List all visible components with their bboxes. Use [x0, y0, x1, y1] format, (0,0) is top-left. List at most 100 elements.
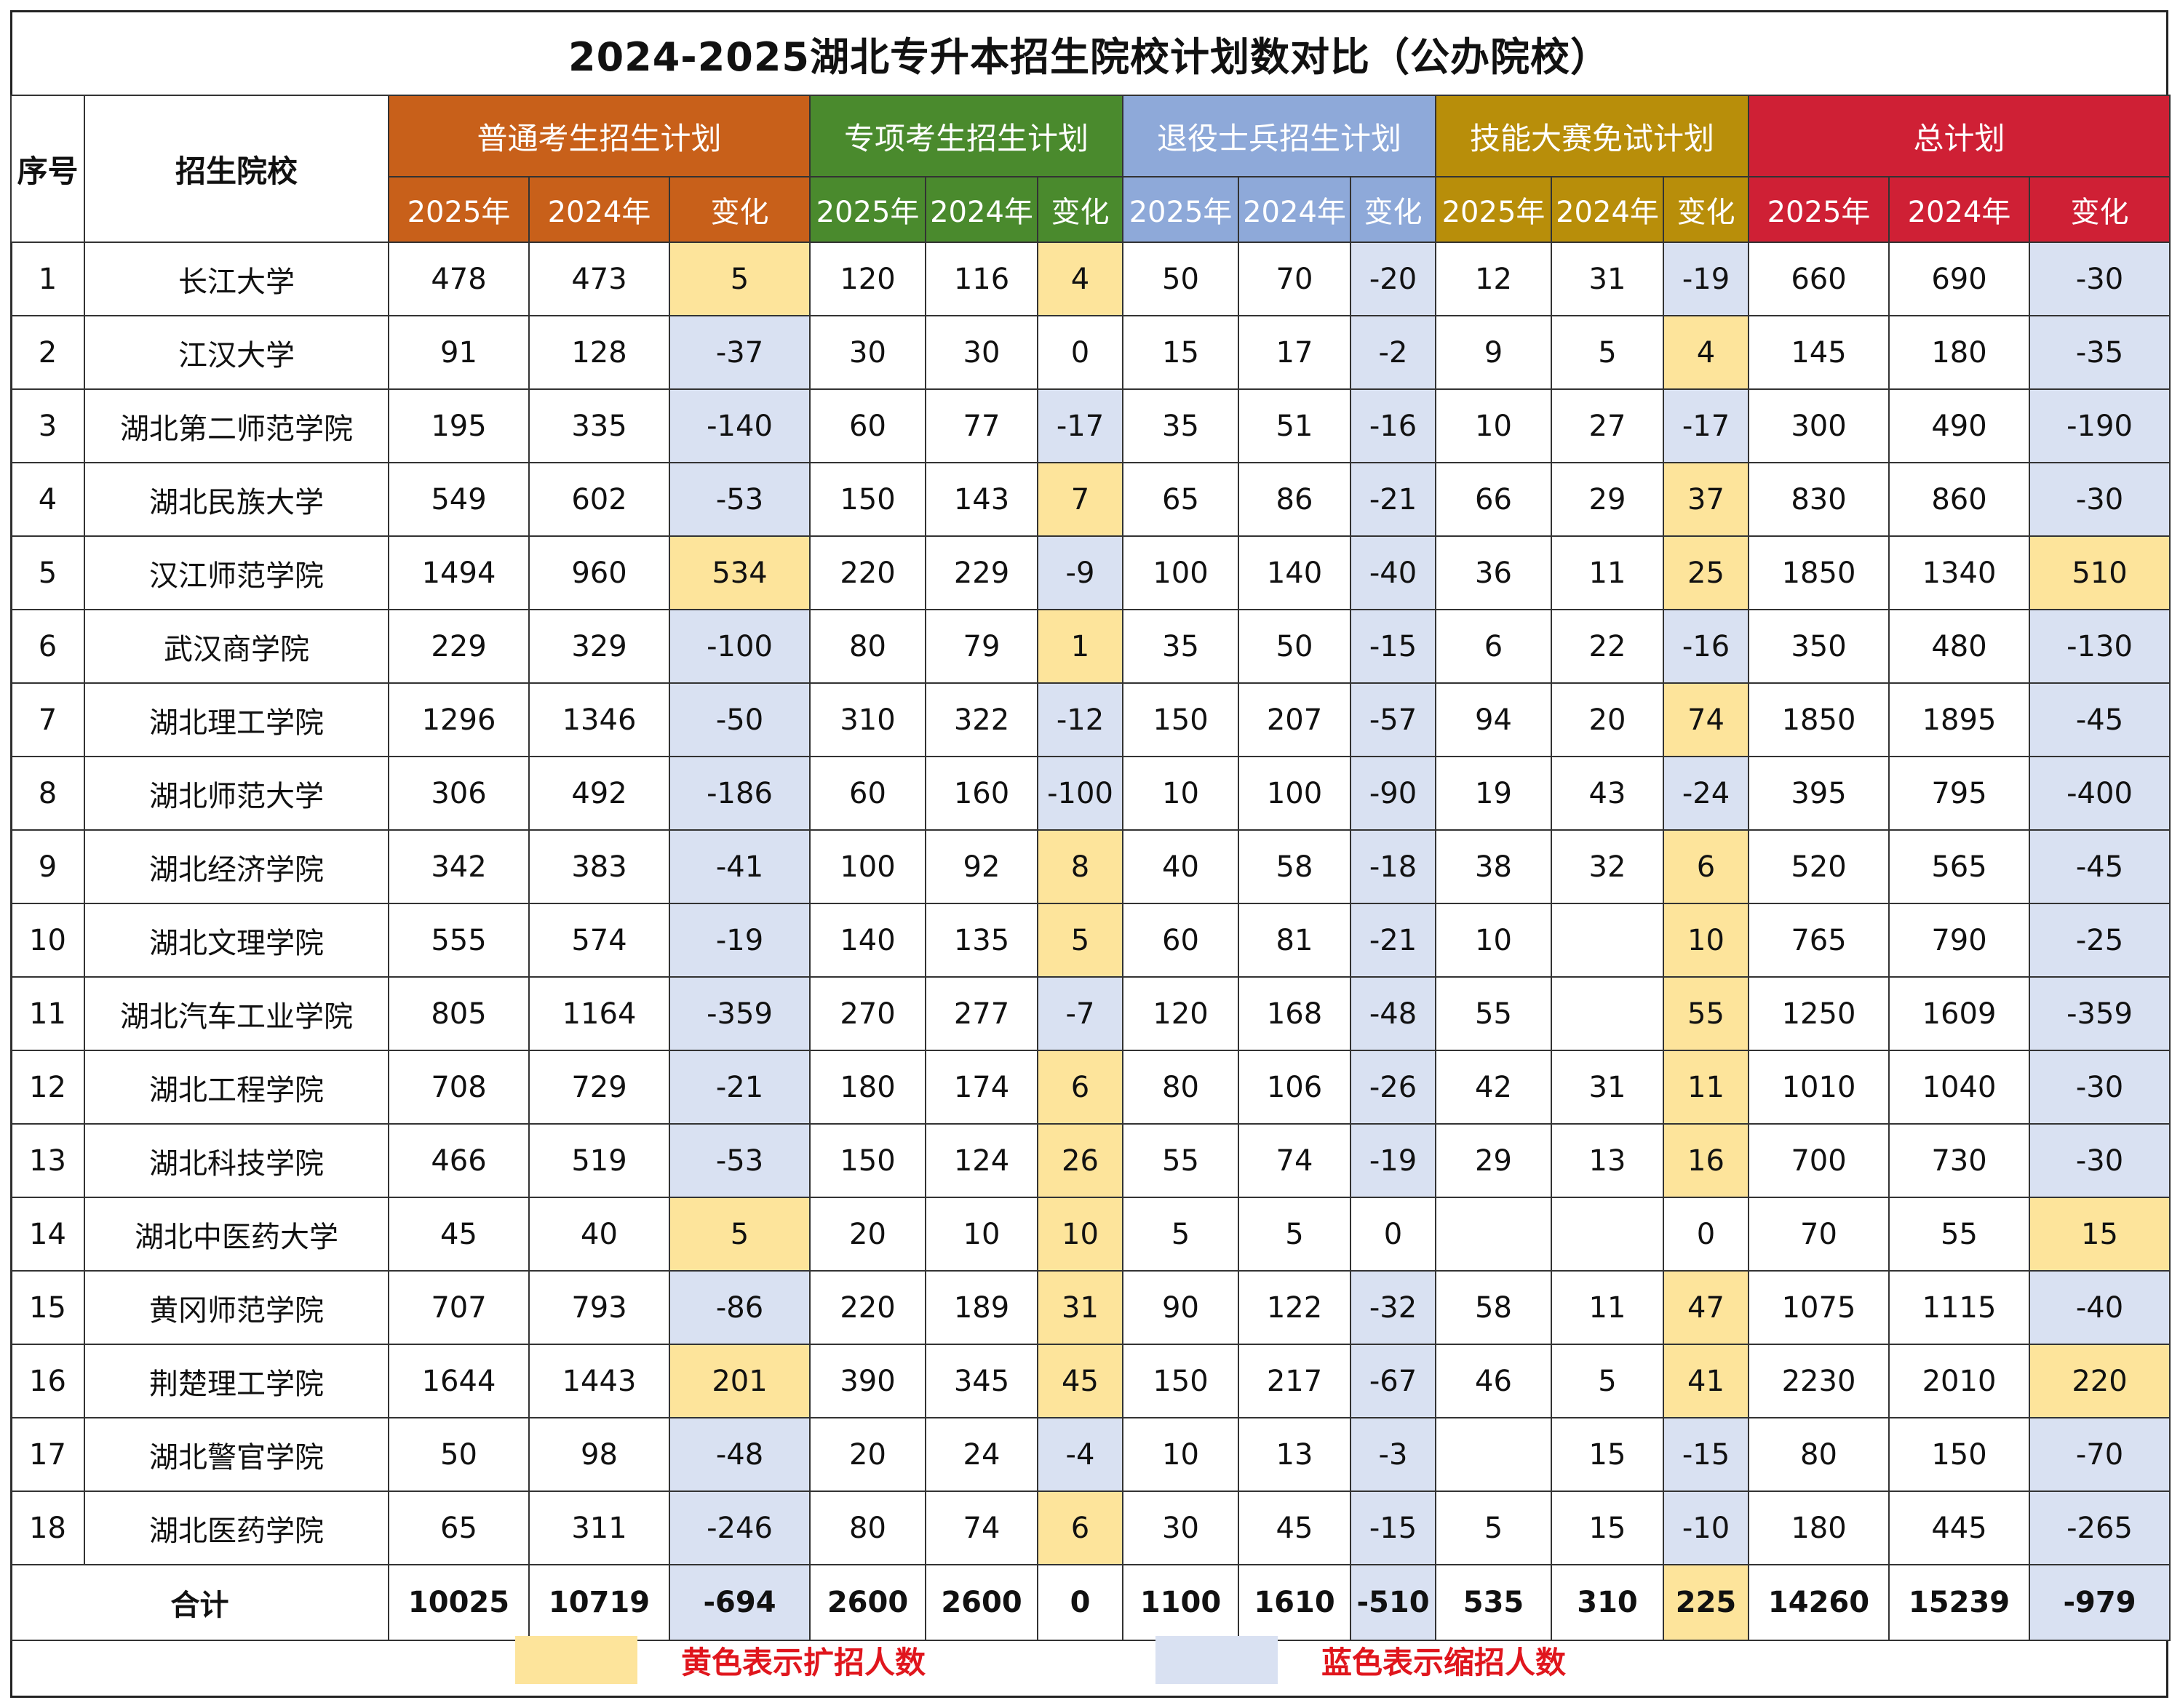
value-cell: 40: [528, 1197, 670, 1272]
value-cell: 220: [809, 1270, 926, 1345]
value-cell: 229: [388, 609, 530, 684]
value-cell: 660: [1748, 242, 1890, 316]
value-cell: 549: [388, 462, 530, 537]
value-cell: 310: [809, 682, 926, 757]
total-value-cell: 10719: [528, 1564, 670, 1641]
value-cell: 122: [1238, 1270, 1351, 1345]
value-cell: 15: [1551, 1417, 1664, 1492]
value-cell: 345: [925, 1344, 1038, 1418]
header-index: 序号: [10, 95, 85, 243]
change-cell: -30: [2029, 1123, 2171, 1198]
value-cell: 91: [388, 315, 530, 390]
value-cell: 730: [1888, 1123, 2030, 1198]
value-cell: 9: [1435, 315, 1552, 390]
value-cell: 2010: [1888, 1344, 2030, 1418]
table-row: 8 湖北师范大学 306 492 -186 60 160 -100 10 100 -90 19 43 -2…: [10, 756, 2171, 831]
change-cell: -17: [1037, 388, 1123, 463]
value-cell: 60: [809, 388, 926, 463]
change-cell: -45: [2029, 682, 2171, 757]
change-cell: -21: [669, 1050, 811, 1125]
value-cell: 306: [388, 756, 530, 831]
value-cell: 473: [528, 242, 670, 316]
value-cell: 189: [925, 1270, 1038, 1345]
header-sub-2-0: 2025年: [1122, 176, 1239, 243]
total-value-cell: 2600: [809, 1564, 926, 1641]
change-cell: -70: [2029, 1417, 2171, 1492]
table-row: 15 黄冈师范学院 707 793 -86 220 189 31 90 122 -32 58 11 47 1…: [10, 1270, 2171, 1345]
value-cell: 94: [1435, 682, 1552, 757]
value-cell: 55: [1435, 976, 1552, 1051]
value-cell: 100: [1238, 756, 1351, 831]
value-cell: 793: [528, 1270, 670, 1345]
table-row: 17 湖北警官学院 50 98 -48 20 24 -4 10 13 -3 15 -15 80 150 -70: [10, 1417, 2171, 1492]
change-cell: -45: [2029, 829, 2171, 904]
legend-shrink-label: 蓝色表示缩招人数: [1321, 1644, 1567, 1680]
change-cell: -90: [1350, 756, 1436, 831]
change-cell: -19: [1663, 242, 1749, 316]
legend-blue-swatch: [1155, 1636, 1278, 1684]
value-cell: 270: [809, 976, 926, 1051]
value-cell: 150: [1122, 1344, 1239, 1418]
row-index: 11: [10, 976, 85, 1051]
value-cell: 80: [1122, 1050, 1239, 1125]
value-cell: 1010: [1748, 1050, 1890, 1125]
header-sub-1-1: 2024年: [925, 176, 1038, 243]
school-name: 湖北警官学院: [84, 1417, 389, 1492]
table-row: 5 汉江师范学院 1494 960 534 220 229 -9 100 140 -40 36 11 25…: [10, 535, 2171, 610]
value-cell: [1551, 903, 1664, 978]
change-cell: 201: [669, 1344, 811, 1418]
change-cell: 8: [1037, 829, 1123, 904]
total-value-cell: 1610: [1238, 1564, 1351, 1641]
total-value-cell: 10025: [388, 1564, 530, 1641]
row-index: 12: [10, 1050, 85, 1125]
value-cell: 520: [1748, 829, 1890, 904]
value-cell: 565: [1888, 829, 2030, 904]
value-cell: 124: [925, 1123, 1038, 1198]
change-cell: -359: [669, 976, 811, 1051]
change-cell: -16: [1663, 609, 1749, 684]
value-cell: 43: [1551, 756, 1664, 831]
value-cell: 42: [1435, 1050, 1552, 1125]
table-row: 6 武汉商学院 229 329 -100 80 79 1 35 50 -15 6 22 -16 350 480…: [10, 609, 2171, 684]
value-cell: 5: [1551, 315, 1664, 390]
value-cell: 492: [528, 756, 670, 831]
value-cell: 13: [1238, 1417, 1351, 1492]
value-cell: 20: [809, 1197, 926, 1272]
change-cell: 47: [1663, 1270, 1749, 1345]
value-cell: 10: [1122, 756, 1239, 831]
change-cell: -57: [1350, 682, 1436, 757]
change-cell: -40: [1350, 535, 1436, 610]
total-value-cell: 15239: [1888, 1564, 2030, 1641]
value-cell: 1115: [1888, 1270, 2030, 1345]
value-cell: 140: [809, 903, 926, 978]
value-cell: 70: [1238, 242, 1351, 316]
value-cell: 98: [528, 1417, 670, 1492]
table-row: 4 湖北民族大学 549 602 -53 150 143 7 65 86 -21 66 29 37 830 8…: [10, 462, 2171, 537]
value-cell: 180: [1748, 1490, 1890, 1565]
header-sub-2-1: 2024年: [1238, 176, 1351, 243]
value-cell: 790: [1888, 903, 2030, 978]
total-change-cell: -979: [2029, 1564, 2171, 1641]
value-cell: 795: [1888, 756, 2030, 831]
row-index: 18: [10, 1490, 85, 1565]
change-cell: 45: [1037, 1344, 1123, 1418]
change-cell: -53: [669, 1123, 811, 1198]
value-cell: 58: [1238, 829, 1351, 904]
change-cell: -12: [1037, 682, 1123, 757]
value-cell: 100: [1122, 535, 1239, 610]
value-cell: 11: [1551, 1270, 1664, 1345]
change-cell: 0: [1037, 315, 1123, 390]
value-cell: 40: [1122, 829, 1239, 904]
change-cell: -3: [1350, 1417, 1436, 1492]
total-value-cell: 535: [1435, 1564, 1552, 1641]
value-cell: 335: [528, 388, 670, 463]
school-name: 湖北经济学院: [84, 829, 389, 904]
value-cell: 2230: [1748, 1344, 1890, 1418]
total-change-cell: 0: [1037, 1564, 1123, 1641]
value-cell: 70: [1748, 1197, 1890, 1272]
change-cell: 0: [1663, 1197, 1749, 1272]
change-cell: 534: [669, 535, 811, 610]
value-cell: 51: [1238, 388, 1351, 463]
value-cell: 1850: [1748, 682, 1890, 757]
header-school: 招生院校: [84, 95, 389, 243]
